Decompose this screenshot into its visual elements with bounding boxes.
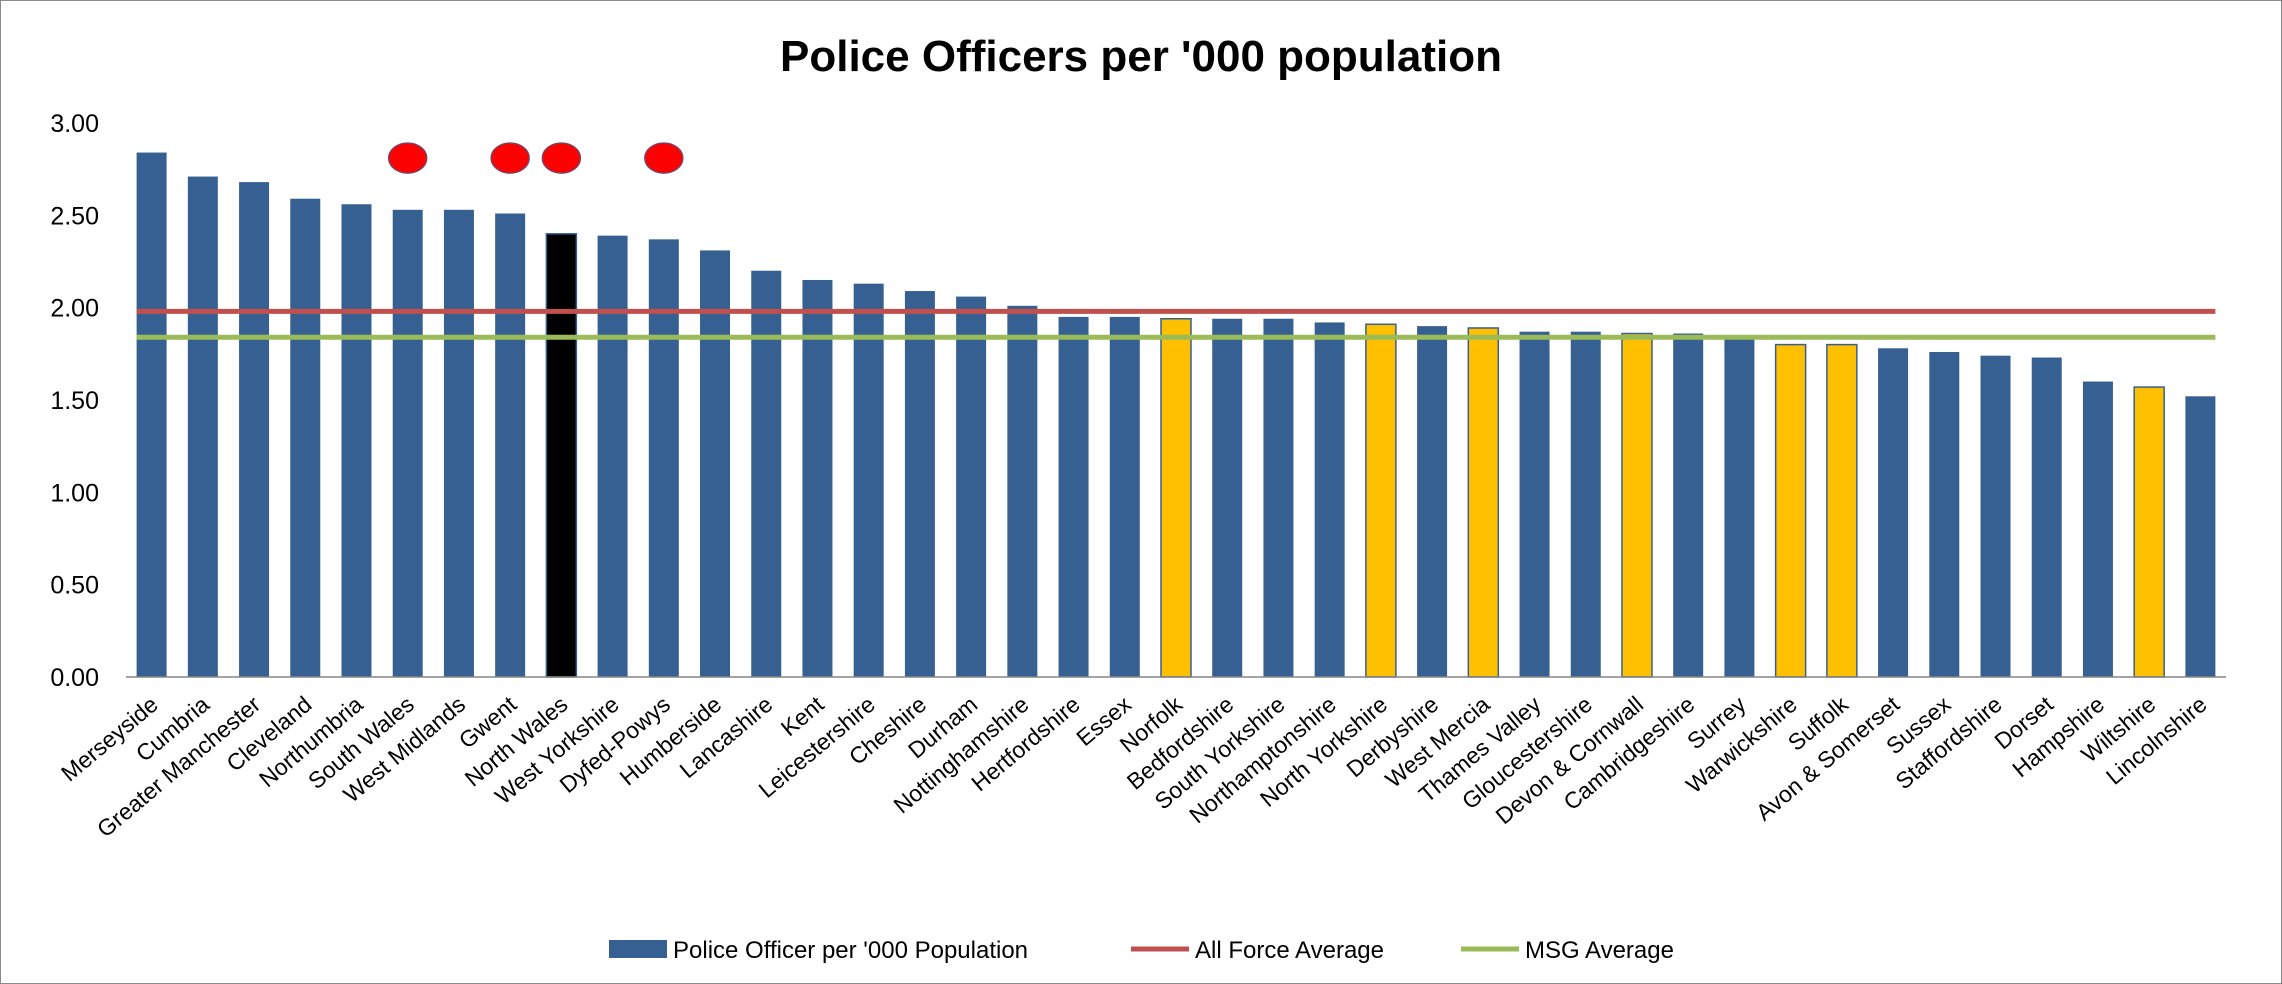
bar bbox=[1980, 355, 2011, 677]
y-axis: 0.00 0.50 1.00 1.50 2.00 2.50 3.00 bbox=[50, 110, 99, 692]
markers bbox=[387, 142, 684, 174]
bar bbox=[239, 182, 270, 678]
bar bbox=[802, 279, 833, 677]
red-oval-icon bbox=[387, 142, 428, 174]
bar bbox=[1673, 333, 1704, 677]
bar bbox=[392, 209, 423, 677]
bar bbox=[187, 176, 218, 677]
bar bbox=[904, 291, 935, 677]
y-tick-label: 0.00 bbox=[50, 664, 99, 692]
y-tick-label: 0.50 bbox=[50, 572, 99, 600]
bar bbox=[2082, 381, 2113, 677]
legend-label: All Force Average bbox=[1195, 937, 1384, 964]
bar bbox=[1365, 323, 1397, 678]
bar bbox=[495, 213, 526, 677]
y-tick-label: 1.00 bbox=[50, 479, 99, 507]
bar bbox=[1263, 318, 1294, 677]
red-oval-icon bbox=[490, 142, 530, 174]
chart-title: Police Officers per '000 population bbox=[780, 32, 1502, 81]
bar bbox=[751, 270, 782, 677]
bar bbox=[1774, 343, 1807, 678]
bar bbox=[545, 233, 578, 678]
bar bbox=[1519, 331, 1550, 677]
bar bbox=[1417, 326, 1448, 677]
y-tick-label: 1.50 bbox=[50, 387, 99, 415]
bar bbox=[2133, 386, 2165, 678]
bar bbox=[1724, 339, 1755, 677]
bar bbox=[443, 209, 474, 677]
bar bbox=[1212, 318, 1243, 677]
y-tick-label: 2.00 bbox=[50, 295, 99, 323]
bar bbox=[853, 283, 884, 677]
bar bbox=[2031, 357, 2062, 677]
legend-label: MSG Average bbox=[1525, 937, 1674, 964]
bar bbox=[956, 296, 987, 677]
average-lines bbox=[136, 308, 2216, 340]
red-oval-icon bbox=[541, 142, 582, 174]
bar bbox=[1160, 317, 1192, 678]
bar bbox=[1570, 331, 1601, 677]
bars bbox=[136, 152, 2216, 678]
bar bbox=[1621, 332, 1653, 678]
red-oval-icon bbox=[644, 142, 684, 174]
y-tick-label: 3.00 bbox=[50, 110, 99, 138]
bar bbox=[290, 198, 321, 678]
bar bbox=[1058, 316, 1089, 677]
bar bbox=[648, 239, 679, 677]
bar bbox=[341, 204, 372, 677]
y-tick-label: 2.50 bbox=[50, 202, 99, 230]
bar bbox=[1109, 316, 1140, 677]
legend: Police Officer per '000 Population All Fo… bbox=[609, 937, 1674, 964]
bar bbox=[2185, 396, 2216, 677]
legend-swatch bbox=[609, 940, 667, 958]
bar bbox=[597, 235, 628, 677]
bar bbox=[700, 250, 731, 678]
legend-label: Police Officer per '000 Population bbox=[673, 937, 1028, 964]
bar bbox=[136, 152, 167, 678]
bar bbox=[1314, 322, 1345, 677]
bar bbox=[1826, 343, 1858, 678]
bar bbox=[1467, 327, 1500, 678]
bar bbox=[1929, 351, 1960, 677]
bar bbox=[1878, 348, 1909, 677]
bar bbox=[1007, 305, 1038, 677]
